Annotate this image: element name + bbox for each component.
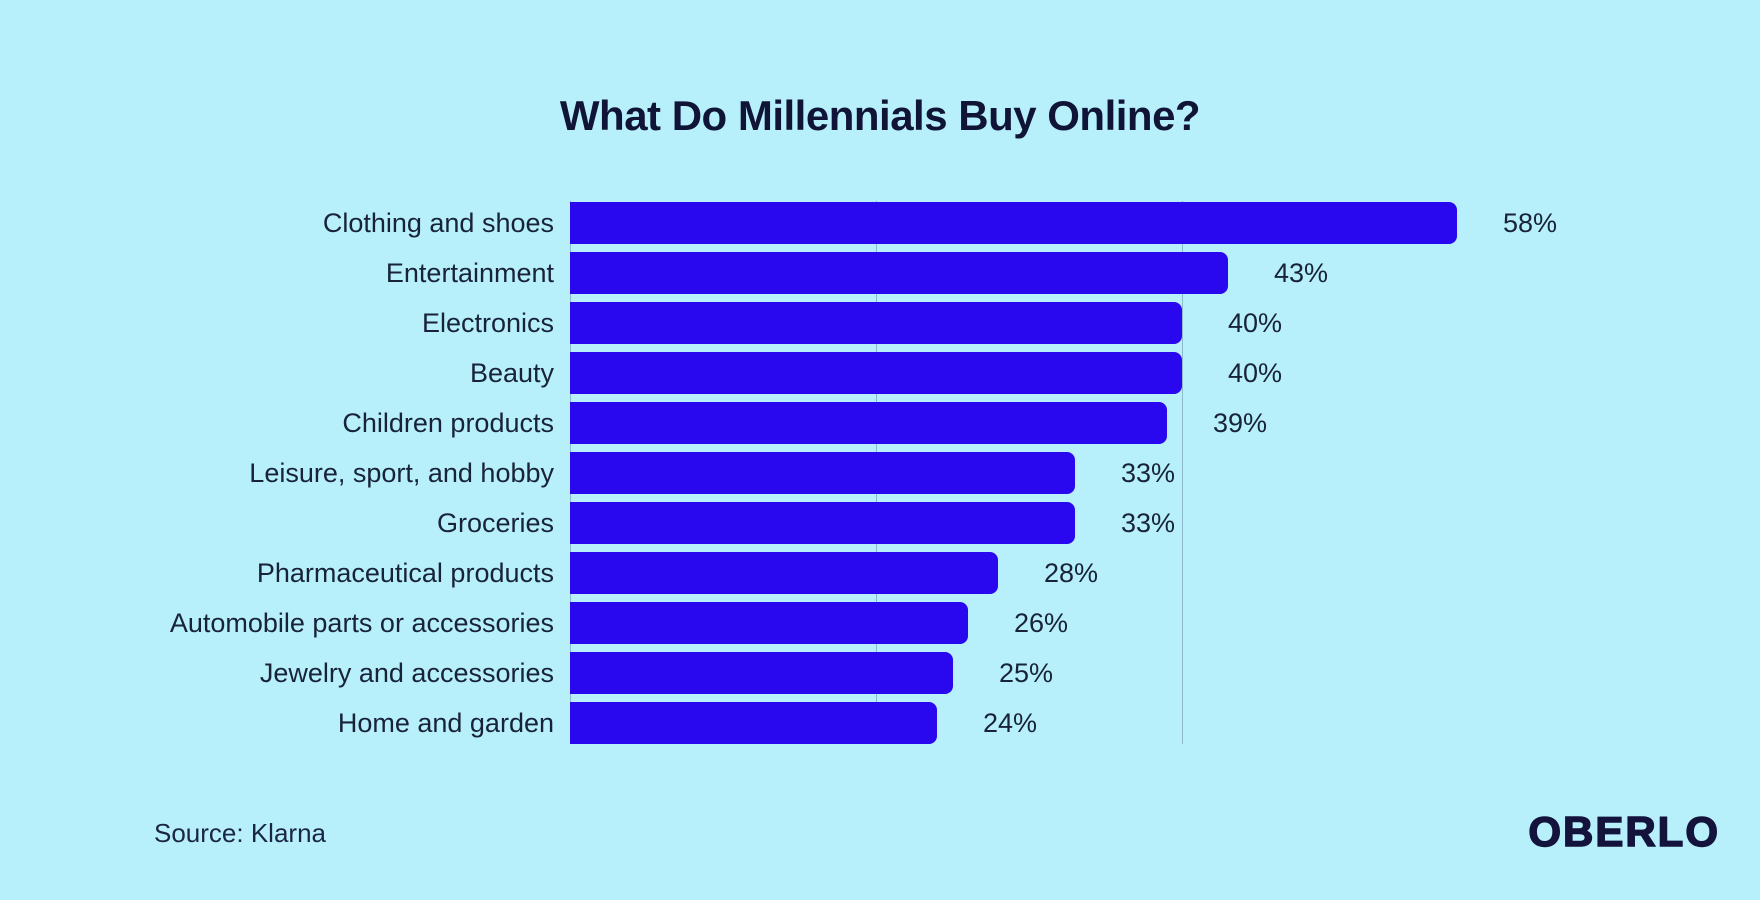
value-label: 25% xyxy=(999,657,1054,688)
bar xyxy=(570,252,1228,294)
chart-title: What Do Millennials Buy Online? xyxy=(559,92,1201,139)
bar-rows: Clothing and shoes 58% Entertainment 43% Ele… xyxy=(0,198,1760,748)
bar-row: Automobile parts or accessories 26% xyxy=(0,598,1760,648)
category-label: Electronics xyxy=(421,307,554,338)
category-label: Clothing and shoes xyxy=(322,207,554,238)
value-label: 40% xyxy=(1228,307,1283,338)
value-label: 58% xyxy=(1503,207,1558,238)
bar xyxy=(570,552,998,594)
bar xyxy=(570,702,937,744)
bar-row: Clothing and shoes 58% xyxy=(0,198,1760,248)
category-label: Groceries xyxy=(436,507,554,538)
bar-row: Beauty 40% xyxy=(0,348,1760,398)
category-label: Pharmaceutical products xyxy=(256,557,554,588)
category-label: Home and garden xyxy=(337,707,554,738)
value-label: 43% xyxy=(1274,257,1329,288)
value-label: 39% xyxy=(1213,407,1268,438)
bar xyxy=(570,452,1075,494)
category-label: Entertainment xyxy=(385,257,554,288)
bar-row: Home and garden 24% xyxy=(0,698,1760,748)
bar-row: Groceries 33% xyxy=(0,498,1760,548)
bar-row: Leisure, sport, and hobby 33% xyxy=(0,448,1760,498)
bar-row: Entertainment 43% xyxy=(0,248,1760,298)
gridline xyxy=(1182,201,1183,744)
oberlo-logo: OBERLO xyxy=(1528,807,1720,856)
bar xyxy=(570,502,1075,544)
category-label: Automobile parts or accessories xyxy=(169,607,554,638)
value-label: 40% xyxy=(1228,357,1283,388)
bar xyxy=(570,302,1182,344)
bar-chart: Clothing and shoes 58% Entertainment 43% Ele… xyxy=(0,198,1760,748)
bar xyxy=(570,602,968,644)
bar xyxy=(570,652,953,694)
bar xyxy=(570,352,1182,394)
bar-row: Children products 39% xyxy=(0,398,1760,448)
bar-row: Pharmaceutical products 28% xyxy=(0,548,1760,598)
value-label: 28% xyxy=(1044,557,1099,588)
category-label: Beauty xyxy=(469,357,554,388)
bar xyxy=(570,402,1167,444)
category-label: Jewelry and accessories xyxy=(259,657,554,688)
value-label: 33% xyxy=(1121,457,1176,488)
bar xyxy=(570,202,1457,244)
category-label: Children products xyxy=(342,407,554,438)
source-note: Source: Klarna xyxy=(154,818,326,848)
category-label: Leisure, sport, and hobby xyxy=(249,457,554,488)
value-label: 26% xyxy=(1014,607,1069,638)
bar-row: Electronics 40% xyxy=(0,298,1760,348)
bar-row: Jewelry and accessories 25% xyxy=(0,648,1760,698)
value-label: 33% xyxy=(1121,507,1176,538)
value-label: 24% xyxy=(983,707,1038,738)
